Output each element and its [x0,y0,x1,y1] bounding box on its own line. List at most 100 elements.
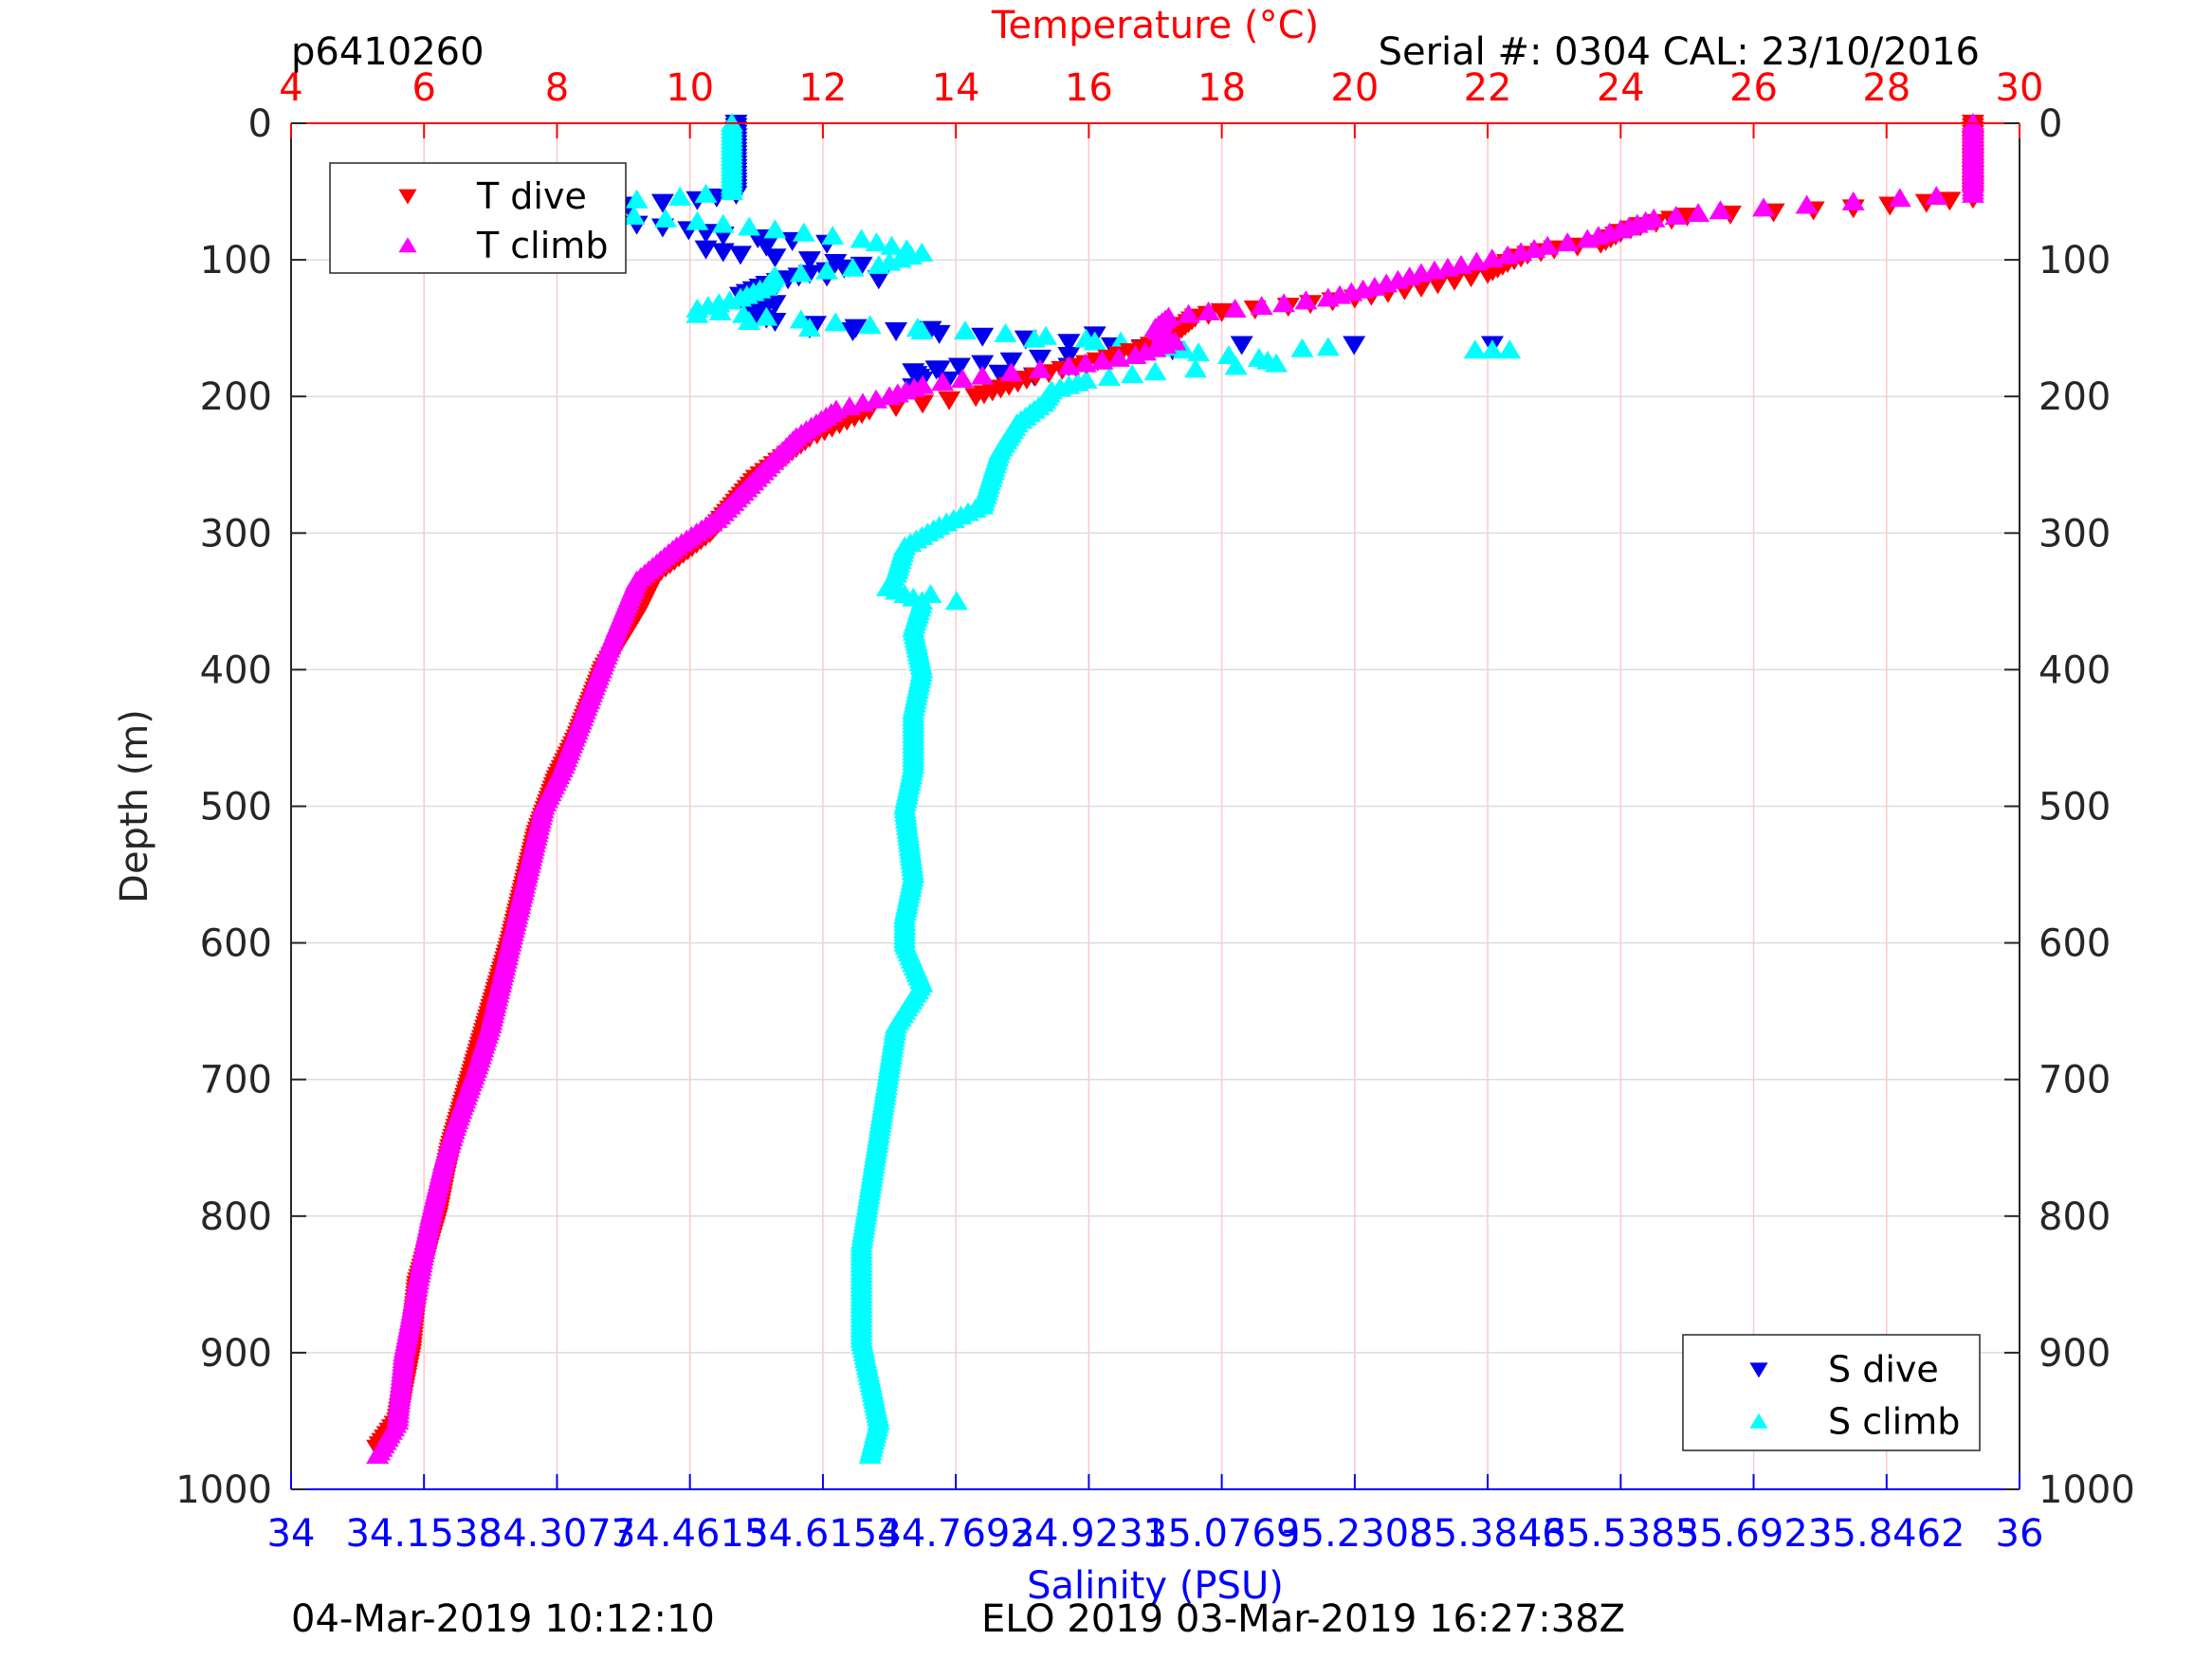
salinity-tick-label: 34.3077 [479,1512,635,1556]
salinity-tick-label: 34.7692 [877,1512,1033,1556]
depth-tick-label-right: 1000 [2038,1468,2135,1512]
depth-tick-label-right: 700 [2038,1059,2111,1103]
t-climb-point [1496,245,1520,264]
s-dive-point [1230,336,1253,356]
t-climb-point [1664,205,1688,225]
t-climb-point [1177,303,1200,323]
s-dive-point [947,357,971,377]
s-climb-point [668,186,692,206]
depth-tick-label-right: 200 [2038,375,2111,419]
s-dive-point [711,243,735,263]
s-climb-point [815,260,839,280]
temperature-tick-label: 30 [1996,66,2044,110]
glider-id-label: p6410260 [291,30,484,74]
t-climb-point [865,389,888,409]
t-dive-point [1426,275,1450,295]
t-climb-point [1509,242,1533,262]
t-climb-point [1556,232,1580,252]
depth-tick-label-right: 300 [2038,512,2111,556]
salinity-legend-label: S dive [1828,1349,1939,1391]
t-climb-point [931,372,955,392]
temperature-legend-box [329,162,627,274]
s-dive-point [971,355,995,374]
s-dive-point [971,327,995,347]
series-layer [366,113,1984,1464]
s-climb-point [738,216,761,236]
t-climb-point [1536,235,1560,255]
salinity-legend-marker [1749,1413,1768,1429]
t-climb-point [1028,358,1051,378]
s-climb-point [622,205,646,225]
temperature-axis-title: Temperature (°C) [991,4,1319,47]
t-climb-point [1294,290,1318,310]
s-climb-point [1480,339,1504,359]
s-climb-point [994,322,1017,342]
temperature-tick-label: 22 [1464,66,1512,110]
s-climb-point [865,232,888,252]
temperature-tick-label: 6 [412,66,436,110]
s-climb-point [720,181,743,201]
salinity-tick-label: 35.2308 [1276,1512,1433,1556]
s-climb-point [824,312,848,332]
s-climb-point [694,183,718,203]
salinity-legend-box [1682,1334,1981,1451]
s-climb-point [1224,356,1248,375]
s-climb-point [858,315,882,335]
s-dive-point [841,322,865,342]
s-dive-point [728,246,752,265]
salinity-tick-label: 34.9231 [1011,1512,1167,1556]
s-climb-point [1121,364,1144,384]
s-climb-point [858,1444,882,1464]
t-climb-point [1450,254,1473,274]
depth-tick-label-right: 0 [2038,102,2062,146]
t-climb-point [1073,353,1097,373]
t-climb-point [1124,344,1147,364]
s-climb-point [686,210,709,230]
t-climb-point [1795,194,1819,214]
s-climb-point [880,235,904,255]
s-climb-point [885,576,908,596]
t-climb-point [850,392,874,412]
t-climb-point [837,396,861,416]
t-climb-point [1687,203,1710,223]
t-climb-point [999,362,1023,382]
s-dive-point [694,240,718,260]
salinity-legend-marker [1749,1362,1768,1378]
depth-tick-label-right: 600 [2038,922,2111,966]
temperature-tick-label: 24 [1597,66,1645,110]
t-climb-point [1316,287,1340,307]
t-climb-point [1197,301,1220,320]
t-climb-point [1090,350,1114,370]
legends: T dive T climb S dive S climb [329,162,1981,1451]
s-climb-point [755,306,778,326]
s-climb-point [653,208,677,228]
t-climb-point [366,1444,390,1464]
axes: 0 0 100 100 200 200 300 300 400 400 500 500 600 600 70… [113,4,2135,1608]
salinity-tick-label: 35.3846 [1409,1512,1565,1556]
t-climb-point [1250,296,1273,316]
salinity-tick-label: 34 [267,1512,316,1556]
t-climb-point [1436,257,1460,277]
t-climb-point [1223,298,1247,318]
s-climb-point [711,213,735,233]
t-climb-point [1272,293,1296,313]
s-climb-point [953,320,977,340]
t-dive-point [964,388,988,408]
s-dive-point [763,248,787,268]
s-dive-point [850,256,873,276]
depth-tick-label-left: 700 [200,1059,272,1103]
s-dive-point [797,251,821,271]
salinity-tick-label: 35.0769 [1143,1512,1300,1556]
s-climb-point [821,226,845,246]
s-dive-point [885,322,908,342]
t-climb-point [1106,347,1130,367]
s-climb-point [1083,331,1106,351]
s-climb-point [919,584,942,604]
s-climb-point [686,303,709,323]
depth-tick-label-left: 0 [248,102,272,146]
temperature-legend-marker [398,189,417,205]
salinity-legend: S dive S climb [1682,1334,1981,1451]
temperature-tick-label: 26 [1729,66,1778,110]
temperature-legend-label: T climb [476,225,608,266]
